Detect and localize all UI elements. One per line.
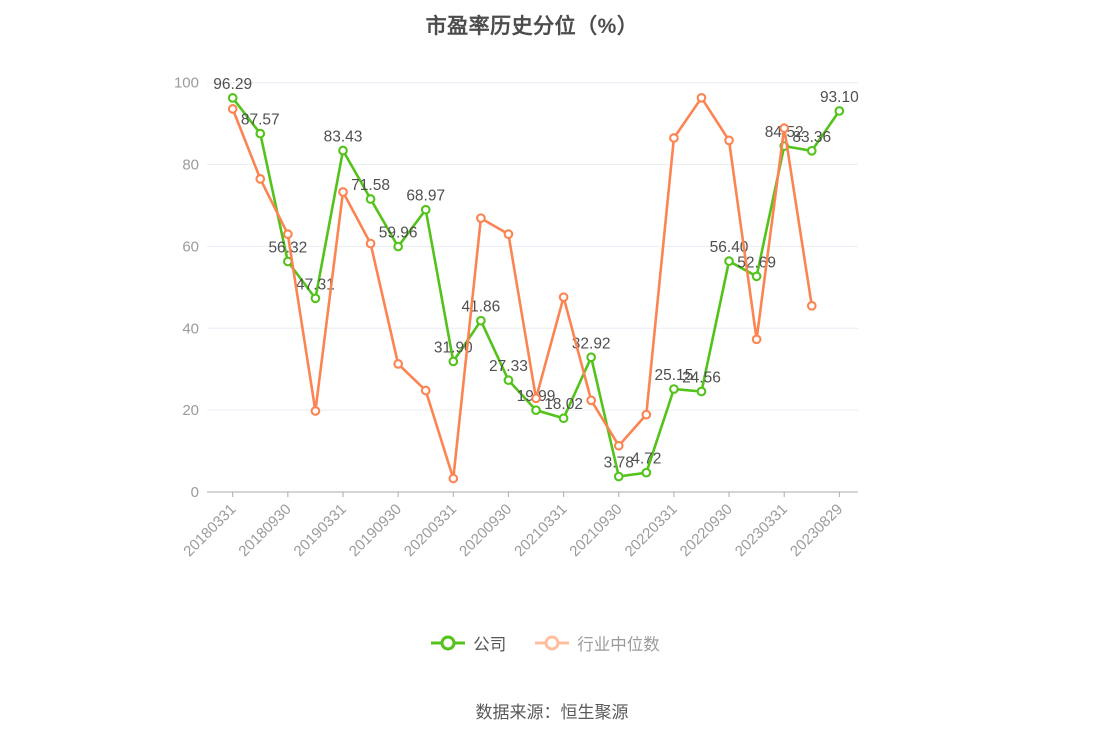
company-data-point-marker[interactable]	[448, 356, 459, 367]
company-data-point-marker[interactable]	[806, 145, 817, 156]
x-axis-label: 20200930	[456, 501, 515, 560]
industry-median-data-point-marker[interactable]	[476, 213, 486, 224]
value-label: 83.36	[792, 129, 831, 146]
industry-median-data-point-marker[interactable]	[227, 104, 238, 114]
industry-legend-marker-icon	[535, 635, 570, 651]
industry-median-data-point-marker[interactable]	[310, 406, 321, 416]
company-legend-marker-icon	[431, 635, 466, 651]
y-axis-label: 20	[182, 402, 199, 419]
industry-median-data-point-marker[interactable]	[283, 229, 293, 239]
y-axis-label: 100	[174, 75, 199, 92]
industry-median-data-point-marker[interactable]	[255, 174, 266, 184]
industry-median-data-point-marker[interactable]	[806, 300, 817, 311]
chart-title: 市盈率历史分位（%）	[425, 15, 639, 38]
x-axis-label: 20220331	[622, 501, 681, 560]
value-label: 32.92	[572, 335, 611, 352]
x-axis-label: 20180331	[180, 501, 239, 560]
company-data-point-marker[interactable]	[420, 204, 431, 215]
industry-median-data-point-marker[interactable]	[420, 385, 431, 396]
x-axis-label: 20230829	[787, 501, 846, 560]
value-label: 56.40	[710, 239, 749, 256]
value-label: 96.29	[213, 76, 252, 93]
value-label: 71.58	[351, 177, 390, 194]
company-data-point-marker[interactable]	[531, 405, 541, 416]
data-source-note: 数据来源：恒生聚源	[475, 703, 629, 722]
company-data-point-marker[interactable]	[393, 241, 404, 252]
value-label: 31.90	[434, 339, 473, 356]
legend: 公司 行业中位数	[0, 631, 1090, 655]
y-axis-label: 0	[191, 484, 199, 501]
x-axis-label: 20210930	[566, 501, 625, 560]
value-label: 93.10	[820, 89, 859, 106]
industry-median-data-point-marker[interactable]	[338, 187, 348, 197]
company-data-point-marker[interactable]	[724, 256, 734, 267]
company-data-point-marker[interactable]	[503, 375, 514, 385]
company-data-point-marker[interactable]	[613, 471, 624, 482]
value-label: 83.43	[324, 129, 363, 146]
value-label: 41.86	[461, 299, 500, 316]
y-axis-label: 60	[182, 238, 199, 255]
value-label: 47.31	[296, 276, 335, 293]
value-label: 87.57	[241, 112, 280, 129]
industry-median-data-point-marker[interactable]	[669, 133, 679, 143]
company-data-point-marker[interactable]	[751, 271, 762, 282]
company-data-point-marker[interactable]	[338, 145, 348, 156]
company-data-point-marker[interactable]	[558, 413, 569, 424]
value-label: 56.32	[268, 239, 307, 256]
industry-median-data-point-marker[interactable]	[751, 334, 762, 345]
legend-circle-icon	[440, 635, 456, 651]
x-axis-label: 20200331	[401, 501, 460, 560]
y-axis-label: 40	[182, 320, 199, 337]
legend-circle-icon	[544, 635, 560, 651]
industry-median-line	[231, 96, 814, 480]
legend-item-industry-median[interactable]: 行业中位数	[534, 631, 660, 655]
industry-median-data-point-marker[interactable]	[393, 359, 404, 369]
company-data-point-marker[interactable]	[227, 93, 238, 103]
value-label: 68.97	[406, 188, 445, 205]
value-label: 18.02	[544, 396, 583, 413]
company-data-point-marker[interactable]	[255, 128, 266, 139]
value-label: 52.69	[737, 254, 776, 271]
industry-median-data-point-marker[interactable]	[641, 409, 652, 420]
industry-median-data-point-marker[interactable]	[613, 440, 624, 451]
x-axis-label: 20210331	[511, 501, 570, 560]
company-data-point-marker[interactable]	[834, 106, 845, 116]
company-data-point-marker[interactable]	[586, 352, 597, 363]
industry-median-data-point-marker[interactable]	[696, 92, 707, 103]
company-data-point-marker[interactable]	[310, 293, 321, 304]
x-axis-label: 20190331	[291, 501, 350, 560]
company-data-point-marker[interactable]	[476, 315, 486, 326]
value-label: 24.56	[682, 369, 721, 386]
x-axis-label: 20190930	[346, 501, 405, 560]
legend-label-company: 公司	[473, 636, 507, 654]
industry-median-data-point-marker[interactable]	[779, 123, 790, 133]
x-axis-label: 20220930	[677, 501, 736, 560]
industry-median-data-point-marker[interactable]	[448, 473, 459, 484]
company-data-point-marker[interactable]	[669, 384, 679, 394]
company-data-point-marker[interactable]	[641, 467, 652, 478]
industry-median-data-point-marker[interactable]	[586, 395, 597, 406]
x-axis-label: 20180930	[235, 501, 294, 560]
industry-median-data-point-marker[interactable]	[724, 135, 734, 146]
value-label: 3.78	[604, 455, 634, 472]
industry-median-data-point-marker[interactable]	[531, 393, 541, 404]
industry-median-data-point-marker[interactable]	[558, 292, 569, 303]
industry-median-data-point-marker[interactable]	[365, 238, 376, 249]
company-data-point-marker[interactable]	[696, 386, 707, 397]
value-label: 4.72	[631, 451, 661, 468]
value-label: 59.96	[379, 225, 418, 242]
legend-item-company[interactable]: 公司	[430, 631, 506, 655]
value-label: 27.33	[489, 358, 528, 375]
y-axis-label: 80	[182, 157, 199, 174]
company-data-point-marker[interactable]	[365, 194, 376, 204]
value-label: 25.15	[655, 367, 694, 384]
legend-label-industry-median: 行业中位数	[577, 636, 660, 654]
x-axis-label: 20230331	[732, 501, 791, 560]
industry-median-data-point-marker[interactable]	[503, 229, 514, 239]
